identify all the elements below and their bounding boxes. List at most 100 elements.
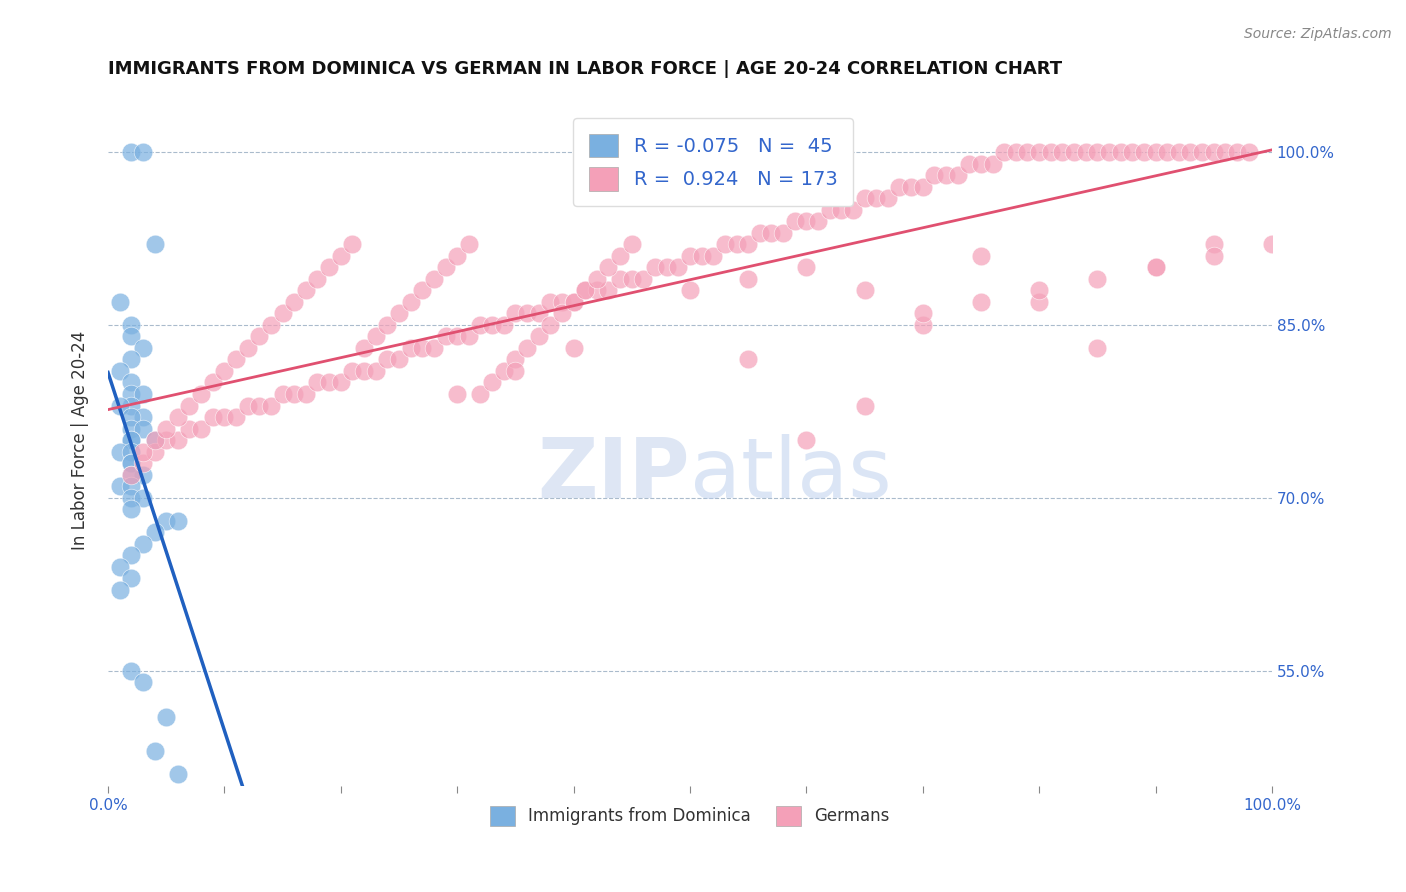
Point [120,433,142,447]
Point [166,433,188,447]
Point [201,376,224,390]
Point [283,294,305,309]
Point [876,191,898,205]
Point [492,318,515,332]
Point [1202,237,1225,252]
Point [120,318,142,332]
Point [399,294,422,309]
Point [201,410,224,425]
Point [120,444,142,458]
Point [737,237,759,252]
Point [1063,145,1085,159]
Point [260,318,283,332]
Point [120,433,142,447]
Point [120,467,142,482]
Point [911,179,934,194]
Point [481,376,503,390]
Point [214,410,236,425]
Point [492,364,515,378]
Point [574,283,596,297]
Point [1261,237,1284,252]
Point [1074,145,1097,159]
Point [946,168,969,182]
Point [807,214,830,228]
Point [132,145,155,159]
Point [446,329,468,343]
Point [737,272,759,286]
Point [364,364,387,378]
Point [155,709,177,723]
Point [1180,145,1202,159]
Point [411,341,433,355]
Point [120,376,142,390]
Point [318,260,340,275]
Point [761,226,783,240]
Point [457,329,479,343]
Point [353,364,375,378]
Point [970,156,993,170]
Point [725,237,748,252]
Point [970,294,993,309]
Point [132,467,155,482]
Point [143,444,166,458]
Point [108,479,131,493]
Point [633,272,655,286]
Point [108,294,131,309]
Point [585,283,607,297]
Point [457,237,479,252]
Point [108,559,131,574]
Point [120,571,142,585]
Point [714,237,737,252]
Point [679,283,702,297]
Point [446,249,468,263]
Point [818,202,841,217]
Point [516,341,538,355]
Point [283,387,305,401]
Point [889,179,911,194]
Text: atlas: atlas [690,434,891,516]
Point [911,306,934,320]
Point [225,352,247,367]
Point [271,306,294,320]
Point [132,491,155,505]
Point [155,433,177,447]
Point [772,226,794,240]
Point [120,145,142,159]
Point [1039,145,1062,159]
Legend: Immigrants from Dominica, Germans: Immigrants from Dominica, Germans [484,799,897,833]
Point [329,249,352,263]
Point [609,272,631,286]
Point [538,294,561,309]
Point [295,283,318,297]
Point [236,399,259,413]
Text: Source: ZipAtlas.com: Source: ZipAtlas.com [1244,27,1392,41]
Point [1215,145,1237,159]
Point [1028,294,1050,309]
Point [470,318,492,332]
Point [108,364,131,378]
Point [620,272,643,286]
Point [702,249,724,263]
Point [260,399,283,413]
Point [120,352,142,367]
Point [388,352,411,367]
Point [551,306,574,320]
Point [120,502,142,516]
Point [620,237,643,252]
Point [1085,272,1108,286]
Point [598,283,620,297]
Point [1144,260,1167,275]
Point [388,306,411,320]
Point [120,456,142,470]
Point [481,318,503,332]
Point [155,514,177,528]
Point [737,352,759,367]
Point [342,237,364,252]
Point [271,387,294,401]
Point [1156,145,1178,159]
Point [598,260,620,275]
Point [562,294,585,309]
Point [342,364,364,378]
Point [1133,145,1156,159]
Point [423,341,446,355]
